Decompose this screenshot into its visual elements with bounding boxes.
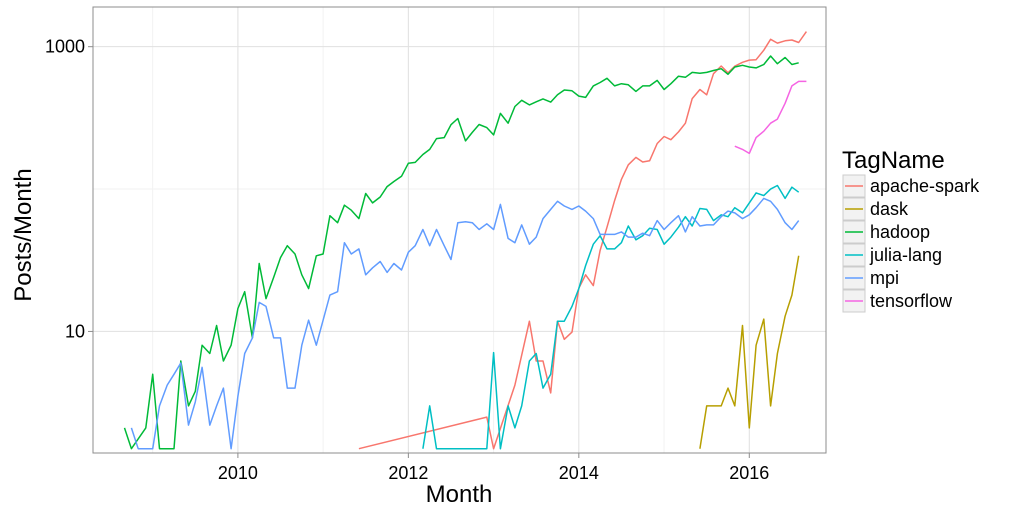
legend-item-apache-spark: apache-spark — [870, 176, 980, 196]
legend-item-hadoop: hadoop — [870, 222, 930, 242]
axis-layer: 2010 2012 2014 2016 10 1000 — [45, 37, 769, 483]
y-tick-label: 1000 — [45, 37, 85, 57]
legend-items: apache-spark dask hadoop julia-lang mpi tenso… — [842, 174, 980, 313]
x-tick-label: 2016 — [729, 463, 769, 483]
legend-title: TagName — [842, 147, 945, 174]
legend: TagName apache-spark dask hadoop julia-lang… — [842, 147, 980, 313]
legend-item-mpi: mpi — [870, 268, 899, 288]
legend-item-dask: dask — [870, 199, 909, 219]
series-line-mpi — [130, 197, 800, 450]
plot-panel — [93, 7, 826, 453]
series-line-hadoop — [123, 55, 799, 450]
series-line-tensorflow — [734, 80, 807, 155]
x-tick-label: 2010 — [218, 463, 258, 483]
series-line-dask — [699, 255, 800, 449]
x-tick-label: 2014 — [559, 463, 599, 483]
x-axis-title: Month — [426, 481, 493, 508]
y-tick-label: 10 — [65, 321, 85, 341]
legend-item-julia-lang: julia-lang — [869, 245, 942, 265]
y-axis-title: Posts/Month — [10, 168, 37, 301]
series-layer — [123, 31, 808, 450]
x-tick-label: 2012 — [388, 463, 428, 483]
legend-item-tensorflow: tensorflow — [870, 291, 953, 311]
series-line-julia-lang — [422, 184, 800, 450]
series-line-apache-spark — [358, 31, 808, 450]
plot-panel-border — [92, 6, 827, 454]
